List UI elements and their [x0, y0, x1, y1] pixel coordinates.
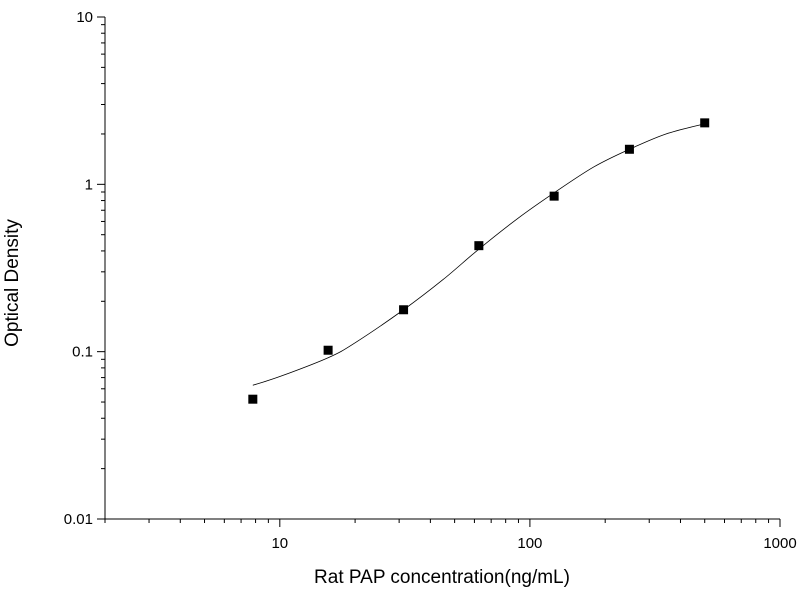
y-tick-label: 10	[76, 9, 93, 26]
y-axis-ticks: 0.01 0.1 1 10	[64, 9, 105, 528]
y-tick-label: 0.01	[64, 511, 93, 528]
plot-frame	[104, 17, 780, 520]
data-point	[323, 345, 333, 355]
data-point	[399, 305, 409, 315]
data-point	[624, 144, 634, 154]
data-points	[248, 118, 710, 404]
fit-curve	[252, 123, 705, 386]
x-axis-ticks: 10 100 1000	[104, 519, 797, 552]
data-point	[549, 191, 559, 201]
data-point	[700, 118, 710, 128]
x-axis-title: Rat PAP concentration(ng/mL)	[314, 567, 570, 588]
data-point	[474, 241, 484, 251]
x-tick-label: 1000	[763, 535, 796, 552]
x-tick-label: 10	[271, 535, 288, 552]
y-tick-label: 0.1	[72, 344, 93, 361]
data-point	[248, 394, 258, 404]
y-tick-label: 1	[85, 176, 93, 193]
x-tick-label: 100	[517, 535, 542, 552]
y-axis-title: Optical Density	[2, 219, 23, 347]
